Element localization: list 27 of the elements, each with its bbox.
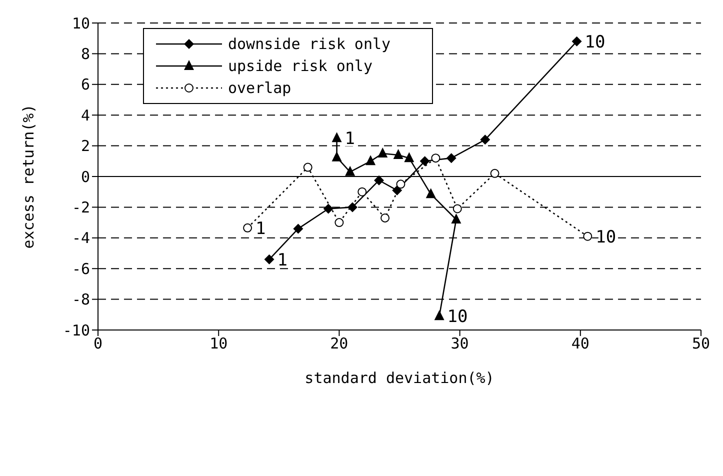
annotation: 10 bbox=[584, 32, 606, 52]
y-axis-title: excess return(%) bbox=[19, 104, 38, 249]
x-tick-label: 40 bbox=[571, 334, 590, 353]
x-axis-title: standard deviation(%) bbox=[304, 369, 494, 387]
y-tick-label: 2 bbox=[80, 137, 90, 156]
y-tick-label: -2 bbox=[72, 198, 90, 217]
y-tick-label: 6 bbox=[80, 76, 90, 94]
legend-label: upside risk only bbox=[228, 57, 372, 75]
y-tick-label: 0 bbox=[80, 168, 90, 186]
y-tick-label: -10 bbox=[62, 321, 90, 340]
x-tick-label: 10 bbox=[210, 334, 228, 353]
y-tick-label: 10 bbox=[72, 14, 90, 32]
x-tick-label: 0 bbox=[93, 334, 103, 353]
legend-label: overlap bbox=[228, 79, 292, 97]
x-tick-label: 30 bbox=[450, 334, 469, 353]
annotation: 10 bbox=[447, 307, 468, 328]
y-tick-label: 8 bbox=[80, 45, 90, 64]
annotation: 1 bbox=[344, 129, 356, 150]
y-tick-label: 4 bbox=[80, 106, 90, 124]
y-tick-label: -8 bbox=[72, 290, 90, 309]
annotation: 1 bbox=[277, 250, 288, 270]
legend-label: downside risk only bbox=[228, 35, 391, 53]
y-tick-label: -4 bbox=[72, 229, 90, 248]
y-tick-label: -6 bbox=[72, 260, 90, 278]
annotation: 1 bbox=[256, 218, 266, 239]
x-tick-label: 20 bbox=[330, 334, 348, 353]
x-tick-label: 50 bbox=[692, 334, 710, 353]
